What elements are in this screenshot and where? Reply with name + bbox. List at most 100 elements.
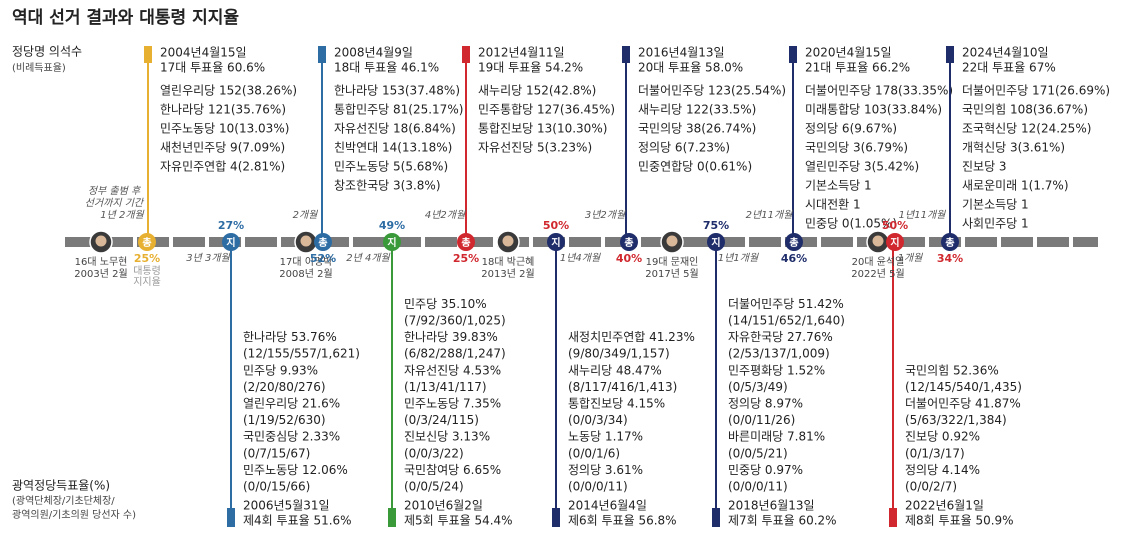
election-result: (1/13/41/117) xyxy=(404,380,487,394)
election-marker xyxy=(707,233,725,251)
election-result: (0/0/2/7) xyxy=(905,480,957,494)
marker-symbol: 지 xyxy=(387,236,396,249)
election-result: 바른미래당 7.81% xyxy=(728,430,825,444)
election-tag xyxy=(622,46,630,63)
approval-rating: 34% xyxy=(937,252,963,265)
interval-label: 3년2개월 xyxy=(585,209,626,221)
election-turnout: 제4회 투표율 51.6% xyxy=(243,514,352,528)
approval-rating: 50% xyxy=(543,219,569,232)
interval-label: 4년2개월 xyxy=(425,209,466,221)
election-result: 더불어민주당 51.42% xyxy=(728,297,844,311)
left-label: (비례득표율) xyxy=(12,62,66,74)
president-date: 2022년 5월 xyxy=(851,268,904,280)
election-result: 열린민주당 3(5.42%) xyxy=(805,160,919,174)
election-marker xyxy=(383,233,401,251)
election-result: 민주노동당 10(13.03%) xyxy=(160,122,289,136)
election-result: 민중당 0.97% xyxy=(728,463,803,477)
election-result: 열린우리당 21.6% xyxy=(243,397,340,411)
approval-rating: 46% xyxy=(781,252,807,265)
timeline-segment xyxy=(173,237,205,247)
approval-rating: 40% xyxy=(616,252,642,265)
election-tag xyxy=(889,508,897,527)
president-face xyxy=(872,235,884,247)
president-name: 18대 박근혜 xyxy=(482,256,535,268)
election-marker xyxy=(457,233,475,251)
election-result: (12/155/557/1,621) xyxy=(243,347,360,361)
interval-label: 1개월 xyxy=(898,252,924,264)
timeline-segment xyxy=(677,237,709,247)
election-result: 민주당 9.93% xyxy=(243,363,318,377)
election-result: 진보당 0.92% xyxy=(905,430,980,444)
period-note: 정부 출범 후 xyxy=(88,185,142,197)
election-turnout: 22대 투표율 67% xyxy=(962,61,1056,75)
approval-rating: 52% xyxy=(310,252,336,265)
election-result: (5/63/322/1,384) xyxy=(905,413,1007,427)
election-result: 더불어민주당 178(33.35%) xyxy=(805,84,953,98)
timeline-segment xyxy=(1001,237,1033,247)
election-result: 진보당 3 xyxy=(962,160,1007,174)
timeline-segment xyxy=(569,237,601,247)
election-date: 2004년4월15일 xyxy=(160,46,247,60)
election-result: 자유민주연합 4(2.81%) xyxy=(160,160,285,174)
marker-symbol: 지 xyxy=(890,236,899,249)
election-result: 정의당 8.97% xyxy=(728,397,803,411)
election-result: 미래통합당 103(33.84%) xyxy=(805,103,942,117)
election-marker xyxy=(941,233,959,251)
election-result: (2/53/137/1,009) xyxy=(728,347,830,361)
timeline-segment xyxy=(1037,237,1069,247)
election-result: (9/80/349/1,157) xyxy=(568,347,670,361)
election-result: 정의당 4.14% xyxy=(905,463,980,477)
president-name: 16대 노무현 xyxy=(75,256,128,268)
timeline-segment xyxy=(425,237,457,247)
election-result: (0/3/24/115) xyxy=(404,413,479,427)
marker-symbol: 총 xyxy=(318,236,327,249)
election-result: (2/20/80/276) xyxy=(243,380,326,394)
marker-symbol: 총 xyxy=(461,236,470,249)
timeline-segment xyxy=(821,237,853,247)
election-result: (0/0/5/24) xyxy=(404,480,464,494)
election-result: 한나라당 39.83% xyxy=(404,330,498,344)
election-turnout: 18대 투표율 46.1% xyxy=(334,61,439,75)
election-result: 통합진보당 13(10.30%) xyxy=(478,122,607,136)
approval-rating: 50% xyxy=(882,219,908,232)
president-name: 17대 이명박 xyxy=(280,256,333,268)
election-result: 한나라당 53.76% xyxy=(243,330,337,344)
interval-label: 2개월 xyxy=(293,209,319,221)
timeline-segment xyxy=(353,237,385,247)
approval-rating: 75% xyxy=(703,219,729,232)
election-tag xyxy=(144,46,152,63)
election-marker xyxy=(314,233,332,251)
election-turnout: 19대 투표율 54.2% xyxy=(478,61,583,75)
election-result: (0/0/1/6) xyxy=(568,446,620,460)
president-name: 19대 문재인 xyxy=(646,256,699,268)
election-result: 사회민주당 1 xyxy=(962,217,1029,231)
election-date: 2016년4월13일 xyxy=(638,46,725,60)
election-date: 2018년6월13일 xyxy=(728,499,815,513)
timeline-segment xyxy=(101,237,133,247)
election-turnout: 21대 투표율 66.2% xyxy=(805,61,910,75)
timeline-segment xyxy=(749,237,781,247)
marker-symbol: 지 xyxy=(711,236,720,249)
timeline-segment xyxy=(245,237,277,247)
election-result: 국민의힘 108(36.67%) xyxy=(962,103,1088,117)
election-result: 조국혁신당 12(24.25%) xyxy=(962,122,1091,136)
election-turnout: 제6회 투표율 56.8% xyxy=(568,514,677,528)
election-tag xyxy=(227,508,235,527)
election-result: 창조한국당 3(3.8%) xyxy=(334,179,441,193)
election-result: 자유선진당 4.53% xyxy=(404,363,501,377)
approval-rating: 25% xyxy=(134,252,160,265)
election-marker xyxy=(620,233,638,251)
election-marker xyxy=(785,233,803,251)
election-marker xyxy=(886,233,904,251)
election-tag xyxy=(789,46,797,63)
election-date: 2006년5월31일 xyxy=(243,499,330,513)
election-result: 국민의당 3(6.79%) xyxy=(805,141,908,155)
election-result: 더불어민주당 41.87% xyxy=(905,397,1021,411)
election-result: 민중연합당 0(0.61%) xyxy=(638,160,752,174)
election-result: 민주평화당 1.52% xyxy=(728,363,825,377)
president-face xyxy=(95,235,107,247)
election-result: (0/0/11/26) xyxy=(728,413,795,427)
election-result: 정의당 6(9.67%) xyxy=(805,122,897,136)
election-marker xyxy=(222,233,240,251)
timeline-segment xyxy=(965,237,997,247)
